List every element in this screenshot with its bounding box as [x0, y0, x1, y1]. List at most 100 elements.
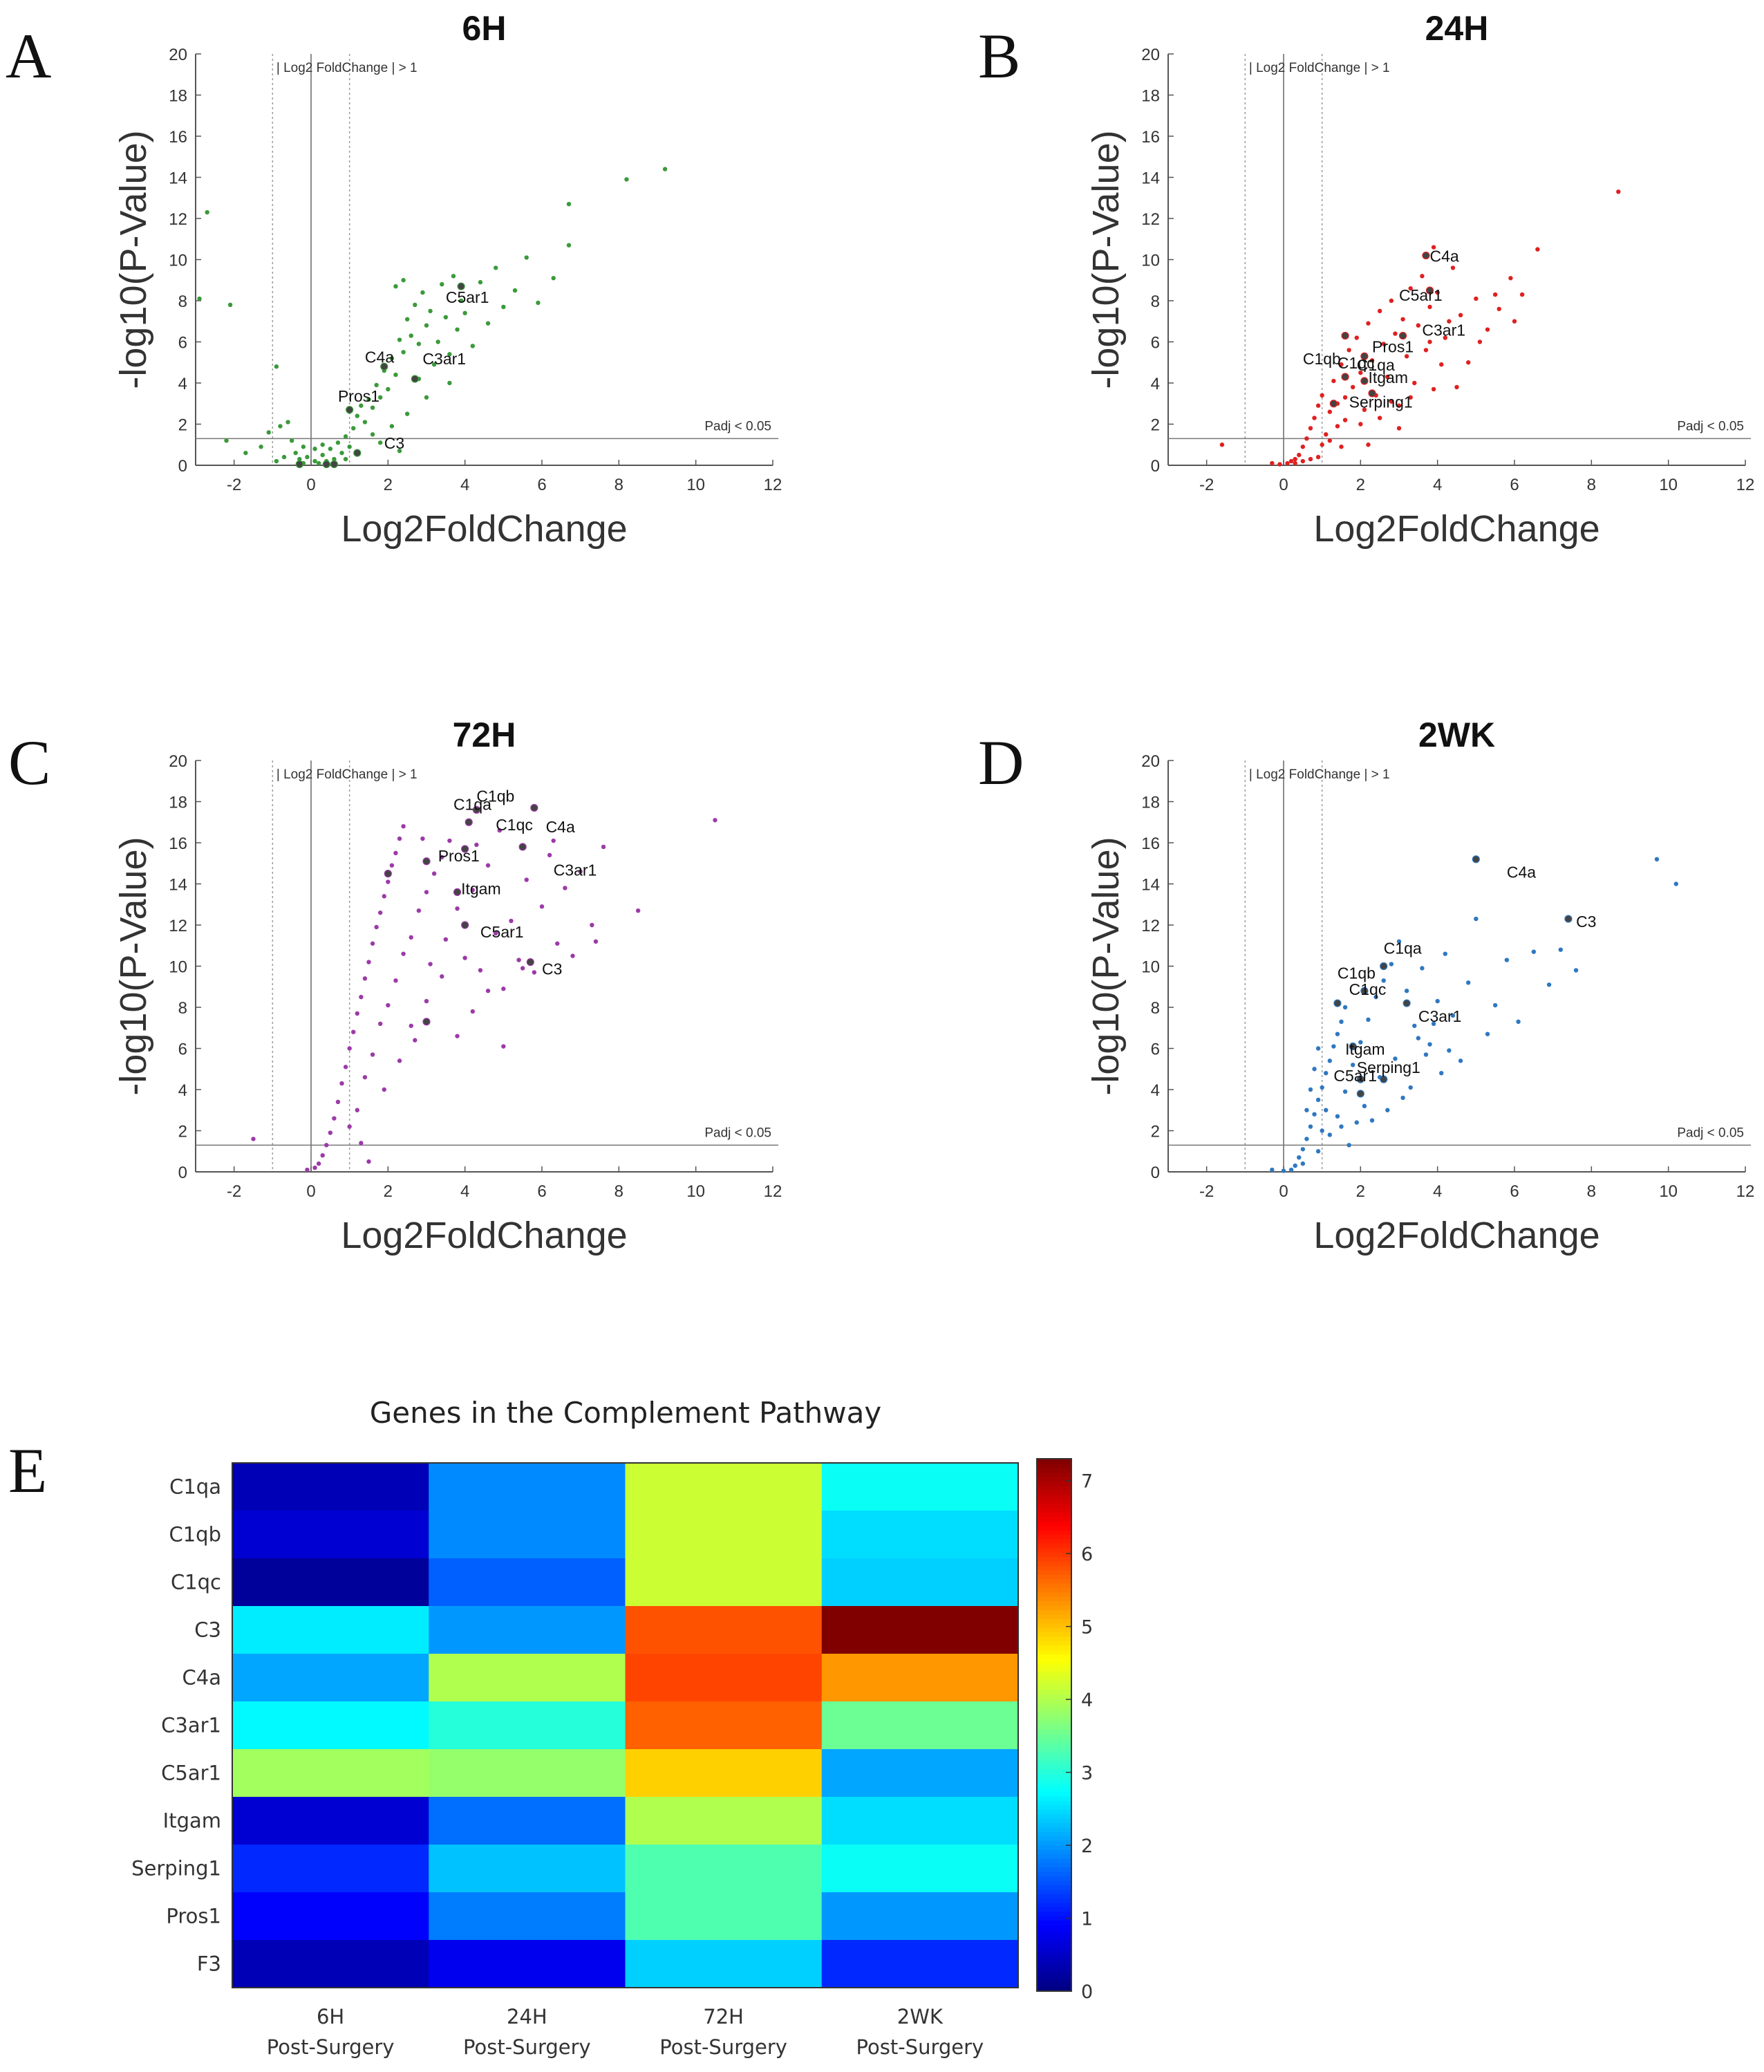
data-point — [1331, 378, 1336, 384]
data-point — [1546, 982, 1552, 987]
y-tick-label: 18 — [1141, 794, 1160, 812]
heatmap-cell — [232, 1606, 429, 1654]
colorbar-segment — [1037, 1596, 1071, 1602]
colorbar-segment — [1037, 1804, 1071, 1810]
heatmap-cell — [232, 1511, 429, 1559]
data-point — [566, 201, 572, 207]
gene-annotation-label: C4a — [546, 818, 575, 836]
colorbar-segment — [1037, 1907, 1071, 1912]
colorbar-segment — [1037, 1707, 1071, 1712]
highlighted-gene-point — [1472, 855, 1480, 864]
data-point — [1443, 335, 1447, 340]
y-tick-label: 12 — [169, 917, 187, 935]
data-point — [1308, 456, 1313, 462]
heatmap-row-label: Itgam — [163, 1809, 221, 1833]
data-point — [1347, 1143, 1351, 1148]
data-point — [713, 818, 717, 823]
colorbar-segment — [1037, 1786, 1071, 1793]
data-point — [343, 434, 348, 439]
data-point — [1519, 292, 1525, 297]
heatmap-cell — [625, 1940, 823, 1988]
colorbar-segment — [1037, 1831, 1071, 1837]
gene-annotation-label: C1qc — [496, 816, 533, 834]
colorbar-segment — [1037, 1960, 1071, 1966]
data-point — [1315, 403, 1321, 408]
data-point — [1369, 1118, 1375, 1123]
colorbar-segment — [1037, 1623, 1071, 1628]
data-point — [378, 440, 383, 445]
heatmap-cell — [232, 1463, 429, 1511]
data-point — [355, 1011, 359, 1016]
volcano-plot-2wk: -2 0 2 4 6 8 10 12 0 2 4 6 8 10 12 14 16 18 20 2WK Log2FoldC… — [1085, 716, 1754, 1256]
heatmap-cell — [625, 1654, 823, 1702]
heatmap-cell — [821, 1463, 1019, 1511]
gene-annotation-label: Pros1 — [338, 387, 379, 405]
data-point — [416, 908, 422, 913]
colorbar-segment — [1037, 1494, 1071, 1500]
data-point — [374, 924, 379, 930]
data-point — [1400, 317, 1405, 321]
data-point — [440, 282, 444, 287]
colorbar-segment — [1037, 1858, 1071, 1863]
colorbar-segment — [1037, 1809, 1071, 1815]
highlighted-gene-point — [457, 282, 465, 290]
data-point — [301, 445, 306, 449]
heatmap-cell — [232, 1558, 429, 1607]
data-point — [424, 998, 429, 1004]
data-point — [347, 445, 352, 449]
data-point — [1293, 460, 1297, 466]
colorbar-segment — [1037, 1569, 1071, 1575]
data-point — [1616, 189, 1621, 194]
colorbar-tick-label: 7 — [1081, 1471, 1093, 1493]
highlighted-gene-point — [518, 843, 527, 851]
colorbar-segment — [1037, 1720, 1071, 1726]
x-tick-label: 10 — [1659, 476, 1678, 494]
data-point — [470, 1009, 475, 1014]
data-point — [1288, 458, 1294, 464]
panel-letter-e: E — [8, 1435, 47, 1506]
heatmap-cell — [625, 1892, 823, 1941]
data-point — [624, 177, 629, 182]
data-point — [370, 405, 375, 410]
heatmap-cell — [821, 1940, 1019, 1988]
data-point — [1315, 1149, 1321, 1154]
gene-annotation-label: C3 — [384, 434, 404, 452]
colorbar-segment — [1037, 1849, 1071, 1854]
data-point — [343, 456, 348, 462]
heatmap-cell — [625, 1797, 823, 1845]
data-point — [451, 274, 456, 279]
gene-annotation-label: C3ar1 — [554, 861, 597, 879]
gene-annotation-label: C4a — [1507, 864, 1536, 881]
data-point — [378, 1021, 383, 1027]
data-point — [389, 863, 395, 868]
x-tick-label: 2 — [1356, 476, 1365, 494]
y-tick-label: 2 — [178, 416, 187, 435]
data-point — [447, 380, 452, 386]
data-point — [359, 1141, 364, 1146]
padj-label: Padj < 0.05 — [1677, 419, 1744, 433]
colorbar-segment — [1037, 1636, 1071, 1641]
colorbar-segment — [1037, 1871, 1071, 1876]
data-point — [1427, 304, 1432, 310]
y-tick-label: 16 — [1141, 834, 1160, 853]
data-point — [404, 411, 410, 416]
data-point — [1358, 1040, 1363, 1045]
colorbar-segment — [1037, 1592, 1071, 1597]
data-point — [1342, 1089, 1348, 1094]
y-tick-label: 16 — [169, 128, 187, 147]
data-point — [1385, 374, 1390, 380]
data-point — [478, 280, 483, 285]
data-point — [578, 869, 583, 874]
data-point — [320, 442, 325, 447]
data-point — [1385, 1108, 1390, 1112]
y-tick-label: 6 — [1151, 334, 1160, 353]
colorbar-segment — [1037, 1955, 1071, 1961]
x-tick-label: 8 — [1587, 476, 1596, 494]
colorbar-segment — [1037, 1680, 1071, 1686]
data-point — [1439, 1071, 1444, 1076]
x-tick-label: 6 — [537, 1182, 546, 1201]
data-point — [1270, 1167, 1275, 1173]
data-point — [1412, 380, 1417, 386]
colorbar-segment — [1037, 1854, 1071, 1859]
plot-title: 2WK — [1418, 716, 1495, 754]
